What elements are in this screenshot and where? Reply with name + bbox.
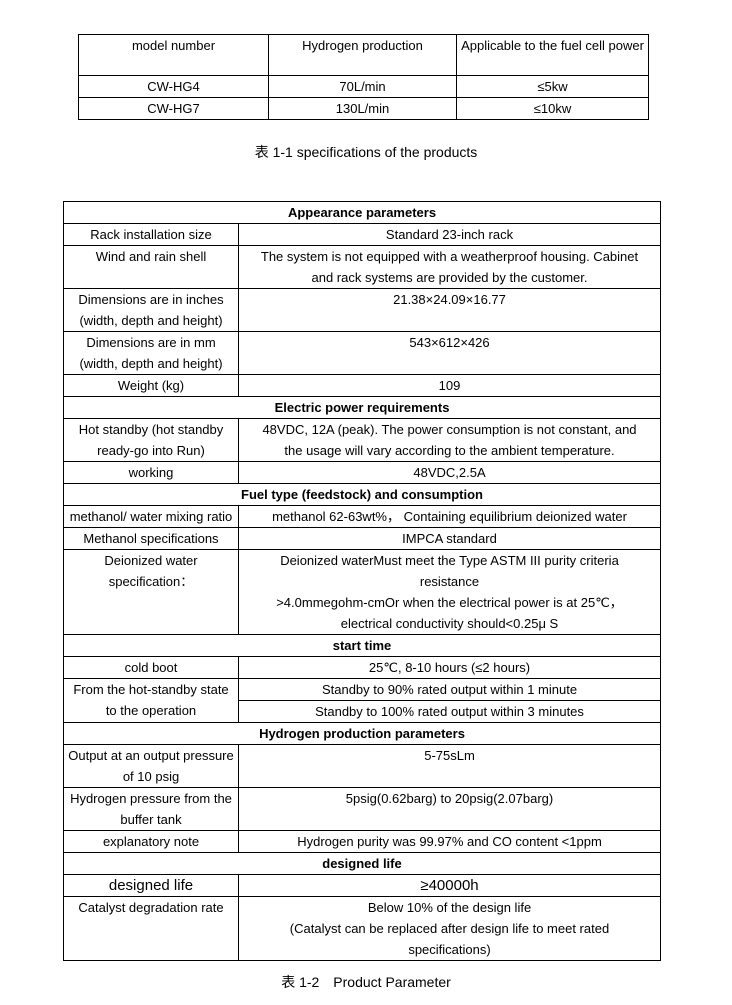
section-title: start time	[62, 634, 662, 657]
cell-label: Hot standby (hot standby ready-go into R…	[63, 418, 239, 462]
header-fuel-cell-power: Applicable to the fuel cell power	[456, 34, 649, 76]
section-row-electric-power: Electric power requirements	[62, 396, 662, 419]
section-row-hydrogen-production: Hydrogen production parameters	[62, 722, 662, 745]
cell-label: Wind and rain shell	[63, 245, 239, 289]
cell-model: CW-HG7	[78, 97, 269, 120]
table-row: Output at an output pressure of 10 psig …	[63, 744, 662, 788]
cell-power: ≤10kw	[456, 97, 649, 120]
table-row: CW-HG7 130L/min ≤10kw	[78, 97, 649, 120]
cell-value: 5psig(0.62barg) to 20psig(2.07barg)	[237, 787, 662, 831]
cell-value: Standby to 90% rated output within 1 min…	[237, 678, 662, 701]
cell-label: designed life	[63, 874, 239, 897]
section-row-designed-life: designed life	[62, 852, 662, 875]
cell-value: 48VDC, 12A (peak). The power consumption…	[237, 418, 662, 462]
table-row: Wind and rain shell The system is not eq…	[63, 245, 662, 289]
section-title: Hydrogen production parameters	[62, 722, 662, 745]
cell-label: Weight (kg)	[63, 374, 239, 397]
cell-value: Hydrogen purity was 99.97% and CO conten…	[237, 830, 662, 853]
table-row: Dimensions are in mm (width, depth and h…	[63, 331, 662, 375]
cell-label: explanatory note	[63, 830, 239, 853]
cell-label: working	[63, 461, 239, 484]
cell-label: Dimensions are in inches (width, depth a…	[63, 288, 239, 332]
table1-caption: 表 1-1 specifications of the products	[254, 144, 478, 160]
cell-label: Deionized water specification：	[63, 549, 239, 635]
table-row: Deionized water specification： Deionized…	[63, 549, 662, 635]
cell-value: 25℃, 8-10 hours (≤2 hours)	[237, 656, 662, 679]
cell-label: Rack installation size	[63, 223, 239, 246]
table-row: designed life ≥40000h	[63, 874, 662, 897]
table-row: Standby to 100% rated output within 3 mi…	[64, 700, 662, 723]
section-title: designed life	[62, 852, 662, 875]
header-model-number: model number	[78, 34, 269, 76]
cell-value: 21.38×24.09×16.77	[237, 288, 662, 332]
cell-label: Methanol specifications	[63, 527, 239, 550]
cell-value: Standard 23-inch rack	[237, 223, 662, 246]
table-row: Dimensions are in inches (width, depth a…	[63, 288, 662, 332]
cell-model: CW-HG4	[78, 75, 269, 98]
cell-label: Output at an output pressure of 10 psig	[63, 744, 239, 788]
table-row: working 48VDC,2.5A	[63, 461, 662, 484]
section-title: Electric power requirements	[62, 396, 662, 419]
table-row: Catalyst degradation rate Below 10% of t…	[63, 896, 662, 961]
cell-label: Dimensions are in mm (width, depth and h…	[63, 331, 239, 375]
cell-value: ≥40000h	[237, 874, 662, 897]
cell-value: Standby to 100% rated output within 3 mi…	[237, 700, 662, 723]
cell-label: Catalyst degradation rate	[63, 896, 239, 961]
cell-value: 109	[237, 374, 662, 397]
table-row: CW-HG4 70L/min ≤5kw	[78, 75, 649, 98]
cell-label: methanol/ water mixing ratio	[63, 505, 239, 528]
cell-value: 48VDC,2.5A	[237, 461, 662, 484]
table-row: Hydrogen pressure from the buffer tank 5…	[63, 787, 662, 831]
cell-production: 70L/min	[268, 75, 457, 98]
table2-caption: 表 1-2 Product Parameter	[281, 974, 451, 990]
section-title: Fuel type (feedstock) and consumption	[62, 483, 662, 506]
cell-value: IMPCA standard	[237, 527, 662, 550]
cell-value: Deionized waterMust meet the Type ASTM I…	[237, 549, 662, 635]
cell-label: Hydrogen pressure from the buffer tank	[63, 787, 239, 831]
section-row-fuel-type: Fuel type (feedstock) and consumption	[62, 483, 662, 506]
cell-production: 130L/min	[268, 97, 457, 120]
table-row: Methanol specifications IMPCA standard	[63, 527, 662, 550]
parameter-table: Appearance parameters Rack installation …	[62, 201, 662, 961]
cell-value: The system is not equipped with a weathe…	[237, 245, 662, 289]
table-row: Hot standby (hot standby ready-go into R…	[63, 418, 662, 462]
table-row: Weight (kg) 109	[63, 374, 662, 397]
spec-header-row: model number Hydrogen production Applica…	[78, 34, 649, 76]
table-row: methanol/ water mixing ratio methanol 62…	[63, 505, 662, 528]
section-row-start-time: start time	[62, 634, 662, 657]
table-row: explanatory note Hydrogen purity was 99.…	[63, 830, 662, 853]
cell-power: ≤5kw	[456, 75, 649, 98]
table-row: Rack installation size Standard 23-inch …	[63, 223, 662, 246]
table-row: From the hot-standby state to the operat…	[63, 678, 662, 723]
cell-value: Below 10% of the design life (Catalyst c…	[237, 896, 662, 961]
cell-value: 543×612×426	[237, 331, 662, 375]
section-row-appearance: Appearance parameters	[62, 201, 662, 224]
cell-value: 5-75sLm	[237, 744, 662, 788]
cell-label: From the hot-standby state to the operat…	[63, 678, 239, 723]
section-title: Appearance parameters	[62, 201, 662, 224]
spec-table: model number Hydrogen production Applica…	[78, 34, 649, 120]
table-row: cold boot 25℃, 8-10 hours (≤2 hours)	[63, 656, 662, 679]
cell-value: methanol 62-63wt%， Containing equilibriu…	[237, 505, 662, 528]
header-hydrogen-production: Hydrogen production	[268, 34, 457, 76]
cell-label: cold boot	[63, 656, 239, 679]
